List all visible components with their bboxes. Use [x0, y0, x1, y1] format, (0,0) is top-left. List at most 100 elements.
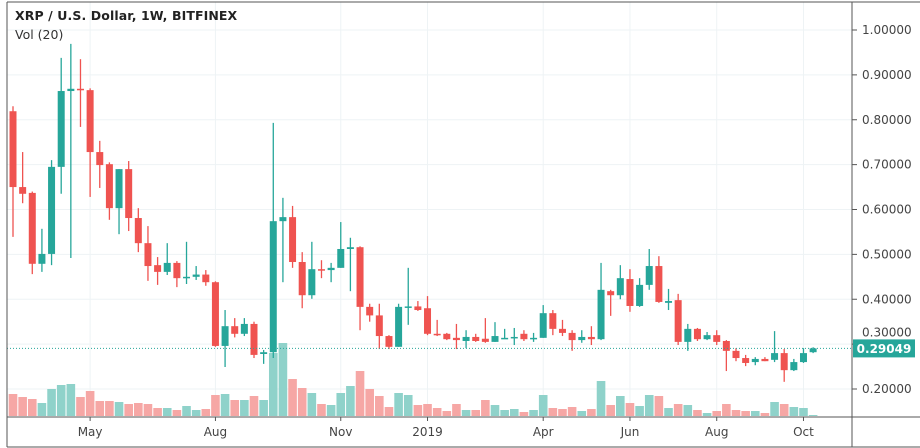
- candle-body: [597, 289, 605, 340]
- candle-body: [414, 306, 422, 311]
- candle-body: [57, 91, 65, 167]
- volume-bar: [56, 385, 66, 416]
- candle-body: [173, 262, 181, 279]
- volume-bar: [606, 405, 615, 416]
- last-price-badge-bg: [853, 339, 915, 358]
- candle-body: [221, 326, 229, 346]
- volume-bar: [461, 410, 471, 416]
- candle-body: [202, 274, 210, 283]
- volume-bar: [722, 404, 731, 416]
- candle-body: [645, 266, 653, 285]
- x-tick-label: 2019: [412, 425, 443, 439]
- candle-body: [308, 269, 316, 296]
- x-tick-label: Aug: [204, 425, 227, 439]
- volume-bar: [519, 412, 529, 416]
- volume-bar: [259, 400, 268, 416]
- volume-bar: [423, 404, 432, 416]
- candle-body: [530, 337, 538, 340]
- volume-bar: [384, 407, 394, 416]
- last-price-badge: 0.29049: [853, 339, 915, 358]
- volume-indicator-label[interactable]: Vol (20): [15, 27, 64, 42]
- volume-bar: [654, 396, 664, 416]
- candle-body: [433, 333, 441, 336]
- volume-bars: [8, 343, 818, 416]
- volume-bar: [317, 404, 326, 416]
- candle-body: [317, 269, 325, 271]
- grid-lines: [7, 2, 852, 417]
- candle-body: [366, 306, 374, 316]
- volume-bar: [625, 403, 635, 416]
- volume-bar: [770, 402, 779, 416]
- volume-bar: [297, 388, 307, 416]
- volume-bar: [124, 404, 133, 416]
- candle-body: [231, 326, 239, 334]
- candle-body: [491, 336, 499, 342]
- candle-body: [607, 291, 615, 296]
- last-price-value: 0.29049: [857, 342, 912, 356]
- candle-body: [96, 152, 104, 166]
- volume-bar: [779, 404, 789, 416]
- time-axis[interactable]: May Aug Nov 2019 Apr Jun Aug Oct: [78, 417, 814, 439]
- candle-body: [337, 248, 345, 268]
- candle-body: [732, 350, 740, 359]
- candle-body: [520, 333, 528, 340]
- volume-bar: [500, 410, 509, 416]
- candle-body: [510, 336, 518, 339]
- candle-body: [751, 358, 759, 363]
- volume-bar: [693, 410, 702, 416]
- candle-body: [693, 328, 701, 340]
- candle-body: [28, 192, 36, 264]
- x-tick-label: Jun: [620, 425, 640, 439]
- volume-bar: [66, 384, 76, 416]
- candle-body: [250, 323, 258, 355]
- volume-bar: [538, 395, 548, 416]
- x-tick-label: May: [78, 425, 103, 439]
- volume-bar: [278, 343, 288, 416]
- candle-body: [260, 352, 268, 354]
- y-tick-label: 0.30000: [862, 325, 912, 339]
- price-axis[interactable]: 1.00000 0.90000 0.80000 0.70000 0.60000 0.500…: [852, 23, 912, 396]
- volume-bar: [375, 396, 384, 416]
- y-tick-label: 0.50000: [862, 247, 912, 261]
- volume-bar: [616, 396, 625, 416]
- volume-bar: [220, 394, 230, 416]
- volume-bar: [452, 404, 461, 416]
- volume-bar: [288, 379, 297, 416]
- candle-body: [385, 336, 393, 347]
- volume-bar: [182, 406, 191, 416]
- volume-bar: [413, 405, 423, 416]
- candle-body: [674, 300, 682, 342]
- volume-bar: [95, 401, 105, 416]
- volume-bar: [365, 389, 374, 416]
- volume-bar: [153, 408, 162, 416]
- volume-bar: [529, 410, 538, 416]
- candle-body: [154, 265, 162, 272]
- candle-body: [9, 111, 17, 188]
- x-tick-label: Oct: [793, 425, 814, 439]
- volume-bar: [394, 393, 403, 416]
- candle-body: [809, 348, 817, 353]
- volume-bar: [731, 410, 741, 416]
- candle-body: [279, 217, 287, 222]
- volume-bar: [230, 400, 240, 416]
- volume-bar: [577, 411, 587, 416]
- volume-bar: [85, 391, 95, 416]
- candle-body: [472, 336, 480, 341]
- y-tick-label: 0.40000: [862, 292, 912, 306]
- candle-body: [626, 279, 634, 306]
- volume-bar: [76, 397, 85, 416]
- candle-body: [742, 358, 750, 363]
- volume-bar: [509, 409, 519, 416]
- volume-bar: [336, 393, 346, 416]
- volume-bar: [432, 408, 442, 416]
- volume-bar: [201, 409, 211, 416]
- x-tick-label: Aug: [705, 425, 728, 439]
- volume-bar: [683, 405, 693, 416]
- volume-bar: [240, 400, 249, 416]
- candle-body: [192, 274, 200, 277]
- candle-body: [134, 218, 142, 244]
- candle-body: [713, 335, 721, 342]
- volume-bar: [326, 405, 336, 416]
- candle-body: [452, 337, 460, 341]
